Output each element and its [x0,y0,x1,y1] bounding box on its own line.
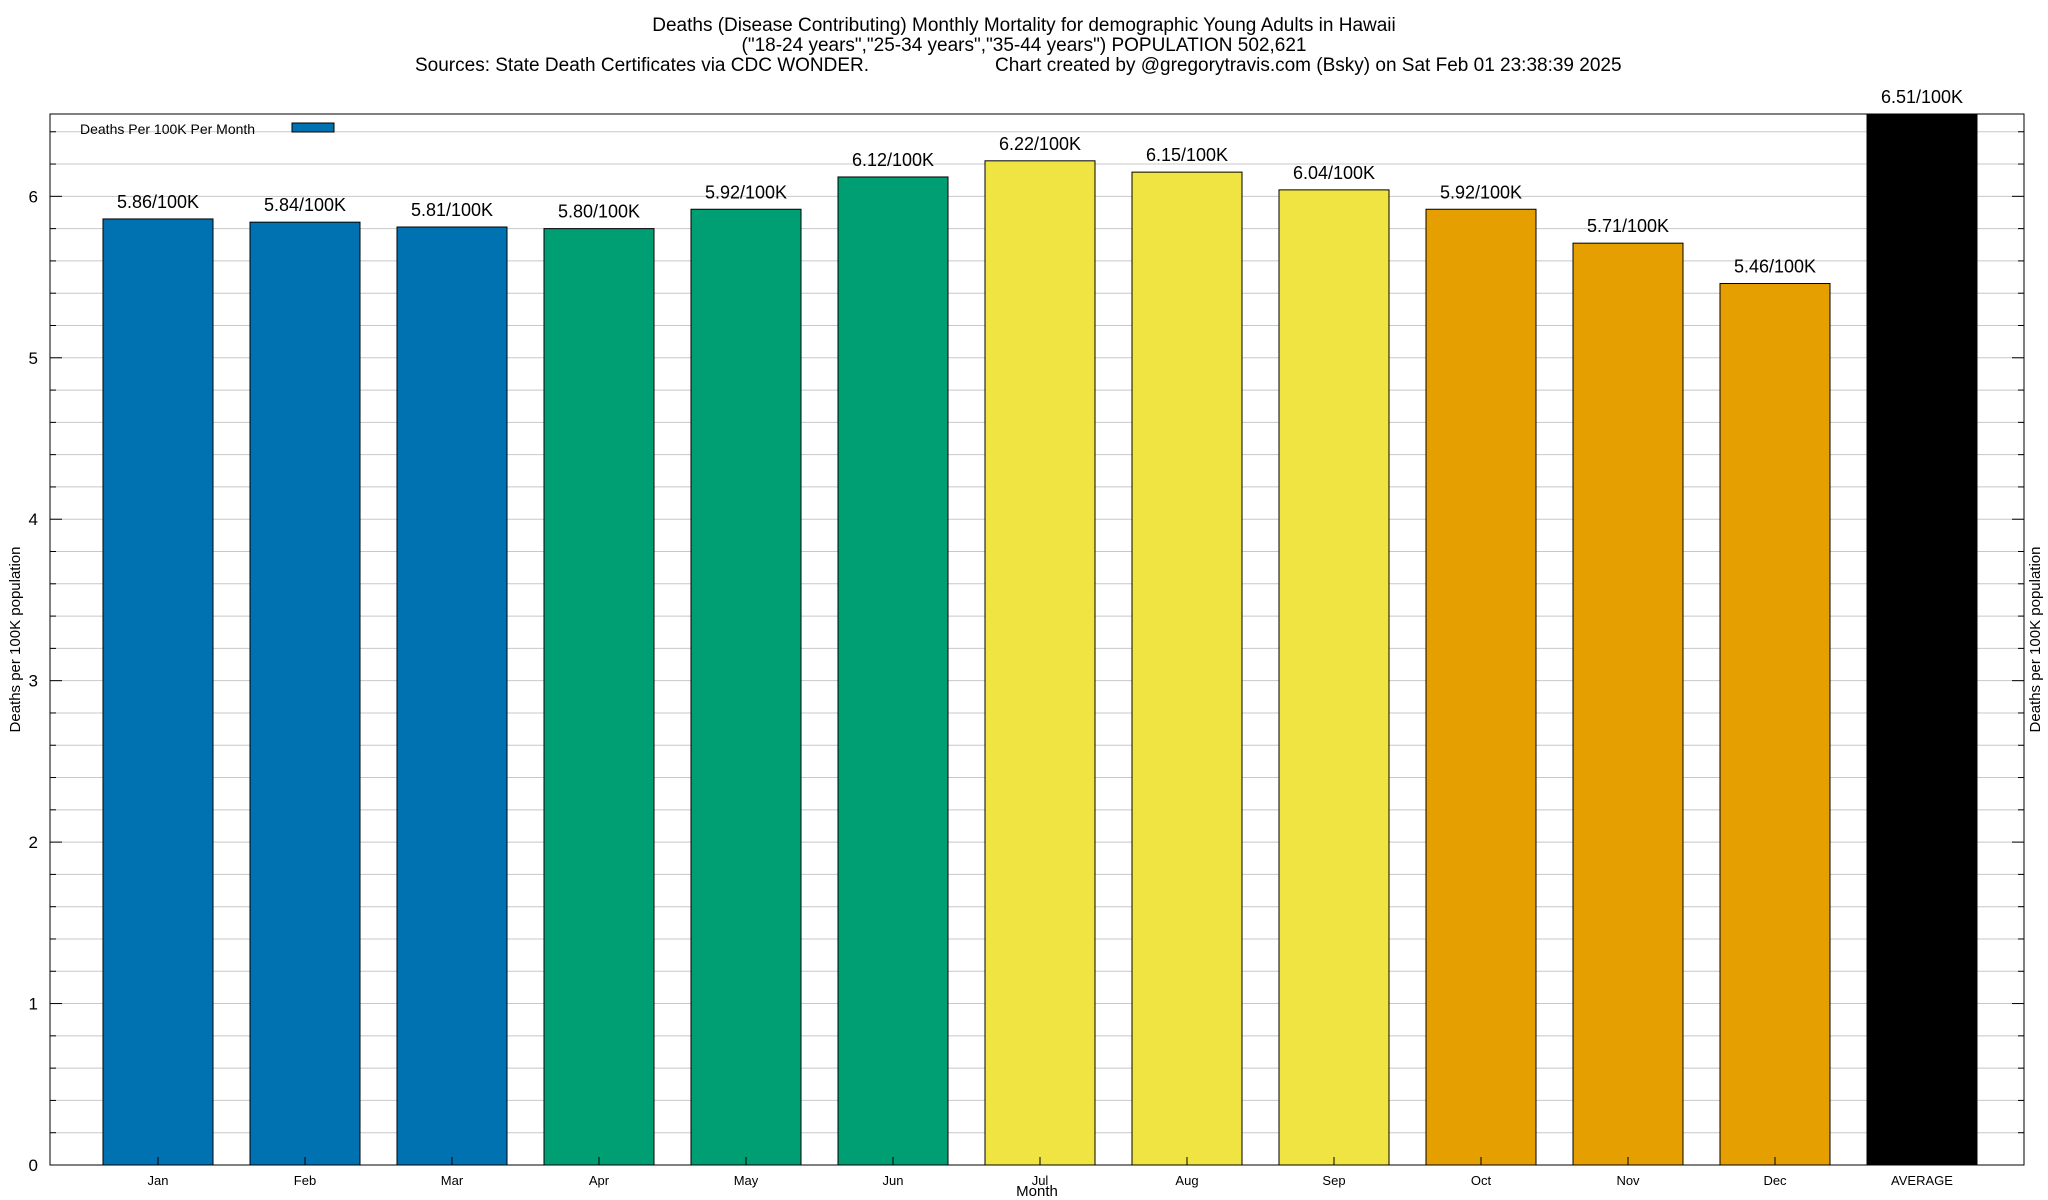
bars-layer [102,113,1978,1166]
bar-apr [543,228,655,1166]
bar-jun [837,176,949,1166]
data-label-mar: 5.81/100K [411,200,493,220]
legend-label: Deaths Per 100K Per Month [80,121,255,137]
data-label-may: 5.92/100K [705,182,787,202]
x-tick-label-apr: Apr [589,1173,610,1188]
x-tick-label-jun: Jun [883,1173,904,1188]
x-tick-label-sep: Sep [1322,1173,1345,1188]
bar-sep [1278,189,1390,1166]
data-label-aug: 6.15/100K [1146,145,1228,165]
x-tick-label-jan: Jan [148,1173,169,1188]
data-label-oct: 5.92/100K [1440,182,1522,202]
bar-aug [1131,171,1243,1166]
chart-credit: Chart created by @gregorytravis.com (Bsk… [995,55,1622,76]
x-tick-label-dec: Dec [1763,1173,1787,1188]
data-label-jun: 6.12/100K [852,150,934,170]
x-tick-label-oct: Oct [1471,1173,1492,1188]
y-axis-title-right: Deaths per 100K population [2027,547,2044,733]
x-tick-label-nov: Nov [1616,1173,1640,1188]
y-tick-label: 1 [29,995,38,1014]
y-tick-label: 2 [29,833,38,852]
bar-average [1866,113,1978,1166]
bar-may [690,208,802,1166]
y-tick-label: 6 [29,187,38,206]
bar-dec [1719,283,1831,1166]
plot-frame [49,113,2025,1166]
x-tick-label-jul: Jul [1032,1173,1049,1188]
y-tick-label: 5 [29,349,38,368]
data-label-nov: 5.71/100K [1587,216,1669,236]
y-tick-label: 3 [29,672,38,691]
data-labels-layer: 5.86/100K 5.84/100K 5.81/100K 5.80/100K 5.92… [117,87,1963,277]
y-tick-label: 4 [29,510,38,529]
y-tick-label: 0 [29,1156,38,1175]
x-tick-label-aug: Aug [1175,1173,1198,1188]
data-label-dec: 5.46/100K [1734,257,1816,277]
data-label-jan: 5.86/100K [117,192,199,212]
chart-subtitle: ("18-24 years","25-34 years","35-44 year… [742,35,1307,56]
data-label-apr: 5.80/100K [558,202,640,222]
bar-jul [984,160,1096,1166]
x-ticks-layer: Jan Feb Mar Apr May Jun Jul Aug Sep Oct Nov Dec AVER… [148,1157,1953,1188]
bar-oct [1425,208,1537,1166]
chart-title: Deaths (Disease Contributing) Monthly Mo… [652,15,1396,36]
y-axis-title: Deaths per 100K population [7,547,24,733]
bar-nov [1572,242,1684,1166]
data-label-feb: 5.84/100K [264,195,346,215]
y-ticks-layer: 0 1 2 3 4 5 6 [29,131,2024,1175]
chart-sources: Sources: State Death Certificates via CD… [415,55,869,76]
legend: Deaths Per 100K Per Month [80,121,335,137]
x-tick-label-may: May [734,1173,759,1188]
x-tick-label-mar: Mar [441,1173,464,1188]
data-label-average: 6.51/100K [1881,87,1963,107]
bar-jan [102,218,214,1166]
data-label-jul: 6.22/100K [999,134,1081,154]
x-tick-label-feb: Feb [294,1173,316,1188]
data-label-sep: 6.04/100K [1293,163,1375,183]
x-axis-title: Month [1016,1183,1058,1200]
x-tick-label-average: AVERAGE [1891,1173,1953,1188]
legend-swatch [291,122,335,133]
bar-feb [249,221,361,1166]
bar-mar [396,226,508,1166]
